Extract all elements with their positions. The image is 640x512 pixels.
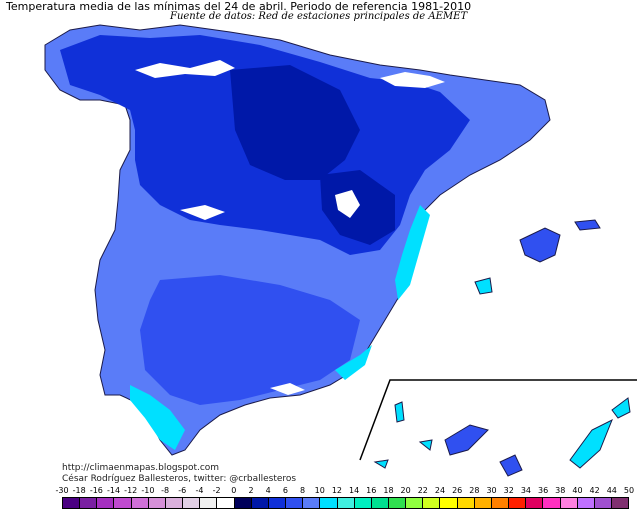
- map-title: Temperatura media de las mínimas del 24 …: [6, 0, 472, 13]
- legend-color-bar: [62, 497, 629, 509]
- valencia-coast-zone: [395, 205, 430, 300]
- legend-swatch: [423, 498, 441, 508]
- legend-swatch: [612, 498, 629, 508]
- legend-label: 36: [537, 486, 549, 495]
- legend-swatch: [303, 498, 321, 508]
- legend-swatch: [371, 498, 389, 508]
- legend-swatch: [80, 498, 98, 508]
- legend-label: 0: [231, 486, 237, 495]
- legend-label: 24: [434, 486, 446, 495]
- pyrenees-peaks: [380, 72, 445, 88]
- legend-label: -14: [106, 486, 121, 495]
- legend-label: 40: [572, 486, 583, 495]
- tenerife-island: [444, 424, 489, 456]
- legend-label: -2: [212, 486, 221, 495]
- legend-label: 26: [452, 486, 463, 495]
- legend-swatch: [388, 498, 407, 508]
- legend-swatch: [354, 498, 372, 508]
- legend-swatch: [183, 498, 201, 508]
- legend-label: -18: [72, 486, 86, 495]
- legend-label: 6: [282, 486, 288, 495]
- legend-label: 32: [503, 486, 514, 495]
- legend-label: 50: [623, 486, 635, 495]
- legend-swatch: [457, 498, 475, 508]
- legend-swatch: [560, 498, 578, 508]
- lanzarote-island: [611, 397, 631, 419]
- canarias-inset-border: [359, 379, 637, 461]
- legend-label: 20: [400, 486, 411, 495]
- legend-label: -12: [124, 486, 138, 495]
- legend-label: 14: [348, 486, 360, 495]
- legend-swatch: [577, 498, 595, 508]
- southern-zone: [140, 275, 360, 405]
- legend-label: -16: [89, 486, 103, 495]
- legend-label: 38: [555, 486, 566, 495]
- legend-swatch: [63, 498, 81, 508]
- legend-label: 2: [248, 486, 254, 495]
- map-subtitle: Fuente de datos: Red de estaciones princ…: [170, 11, 468, 22]
- cantabrian-peaks: [135, 60, 235, 78]
- legend-swatch: [165, 498, 184, 508]
- legend-label: -6: [178, 486, 187, 495]
- legend-label: 16: [366, 486, 377, 495]
- legend-swatch: [97, 498, 115, 508]
- legend-label: -10: [141, 486, 155, 495]
- el-hierro-island: [373, 459, 389, 469]
- legend-swatch: [286, 498, 304, 508]
- legend-label: 12: [331, 486, 342, 495]
- legend-swatch: [200, 498, 218, 508]
- legend-labels: -30 -18 -16 -14 -12 -10 -8 -6 -4 -2 0 2 4 6 8 10 12 14 16 1…: [55, 486, 640, 497]
- legend-swatch: [543, 498, 561, 508]
- legend-swatch: [491, 498, 510, 508]
- murcia-coast-zone: [335, 345, 372, 380]
- legend-swatch: [337, 498, 355, 508]
- legend-label: 28: [469, 486, 480, 495]
- credit-author: César Rodríguez Ballesteros, twitter: @c…: [62, 474, 297, 484]
- legend-swatch: [509, 498, 527, 508]
- andalusia-coast-zone: [130, 385, 185, 450]
- legend-swatch: [526, 498, 544, 508]
- iberico-peaks: [335, 190, 360, 218]
- legend-swatch: [148, 498, 166, 508]
- mallorca-island: [519, 227, 561, 263]
- legend-label: 8: [299, 486, 306, 495]
- legend-label: 42: [589, 486, 600, 495]
- legend-label: -8: [161, 486, 170, 495]
- credit-url[interactable]: http://climaenmapas.blogspot.com: [62, 463, 220, 473]
- legend-swatch: [594, 498, 612, 508]
- legend-swatch: [440, 498, 458, 508]
- central-range-zone: [230, 65, 360, 180]
- legend-label: 30: [486, 486, 497, 495]
- legend-swatch: [251, 498, 269, 508]
- menorca-island: [574, 219, 601, 231]
- legend-label: 18: [383, 486, 394, 495]
- legend-label: 34: [520, 486, 531, 495]
- legend-swatch: [131, 498, 149, 508]
- sierra-nevada-peaks: [270, 383, 305, 395]
- la-gomera-island: [418, 439, 433, 451]
- legend-label: 44: [606, 486, 617, 495]
- legend-swatch: [406, 498, 424, 508]
- legend-swatch: [268, 498, 287, 508]
- la-palma-island: [394, 401, 405, 423]
- fuerteventura-island: [569, 418, 613, 469]
- ibiza-island: [474, 277, 493, 295]
- legend-swatch: [474, 498, 492, 508]
- legend-label: 4: [265, 486, 271, 495]
- legend-label: 22: [417, 486, 428, 495]
- legend-swatch: [234, 498, 252, 508]
- sistema-central-peaks: [180, 205, 225, 220]
- legend-swatch: [114, 498, 132, 508]
- legend-swatch: [320, 498, 338, 508]
- legend-label: 10: [314, 486, 325, 495]
- legend-label: -30: [55, 486, 69, 495]
- legend-swatch: [217, 498, 235, 508]
- gran-canaria-island: [499, 454, 523, 477]
- legend-label: -4: [195, 486, 204, 495]
